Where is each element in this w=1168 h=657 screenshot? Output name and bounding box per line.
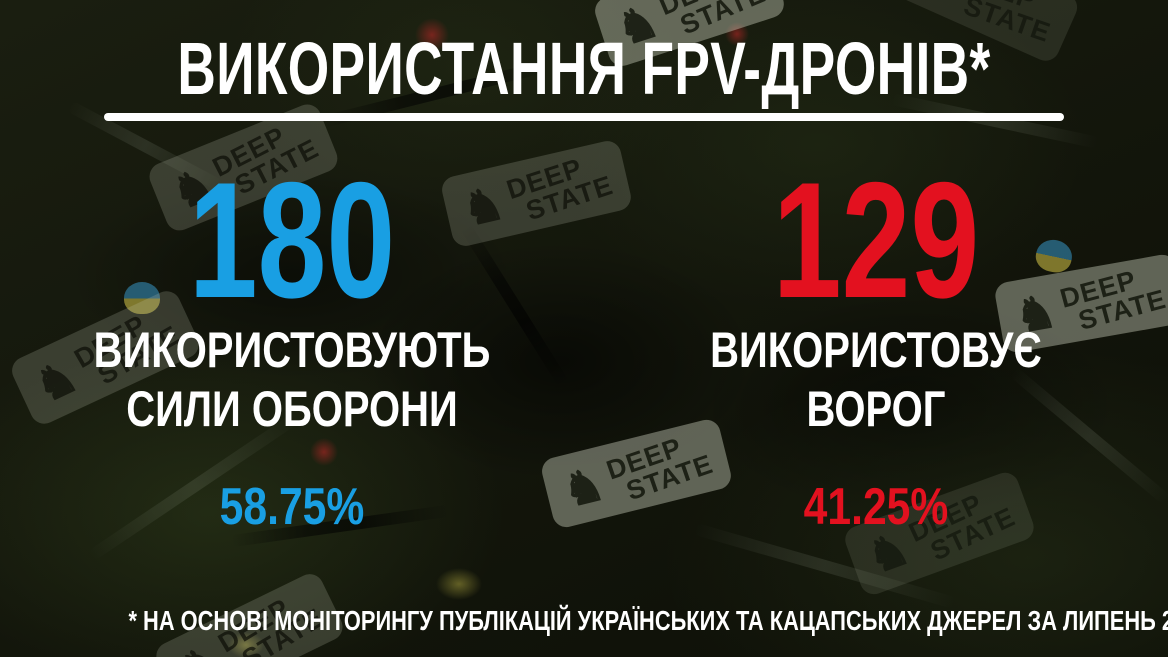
yellow-debris-blob bbox=[228, 632, 264, 657]
enemy-count: 129 bbox=[772, 148, 980, 332]
enemy-percent: 41.25% bbox=[803, 478, 949, 536]
stat-enemy: 129 ВИКОРИСТОВУЄ ВОРОГ 41.25% bbox=[584, 148, 1168, 536]
yellow-debris-blob bbox=[436, 568, 482, 600]
defense-forces-percent: 58.75% bbox=[219, 478, 365, 536]
red-propeller-blob bbox=[725, 22, 749, 46]
red-propeller-blob bbox=[310, 438, 338, 466]
stat-defense-forces: 180 ВИКОРИСТОВУЮТЬ СИЛИ ОБОРОНИ 58.75% bbox=[0, 148, 584, 536]
defense-forces-label: ВИКОРИСТОВУЮТЬ СИЛИ ОБОРОНИ bbox=[93, 322, 491, 437]
page-title: ВИКОРИСТАННЯ FPV-ДРОНІВ* bbox=[177, 27, 991, 110]
red-propeller-blob bbox=[415, 18, 449, 52]
stats-row: 180 ВИКОРИСТОВУЮТЬ СИЛИ ОБОРОНИ 58.75% 1… bbox=[0, 148, 1168, 536]
enemy-label: ВИКОРИСТОВУЄ ВОРОГ bbox=[710, 322, 1042, 437]
title-underline bbox=[104, 113, 1064, 121]
defense-forces-count: 180 bbox=[188, 148, 396, 332]
ukraine-flag-sticker bbox=[124, 282, 160, 314]
footnote: * НА ОСНОВІ МОНІТОРИНГУ ПУБЛІКАЦІЙ УКРАЇ… bbox=[128, 605, 1168, 636]
